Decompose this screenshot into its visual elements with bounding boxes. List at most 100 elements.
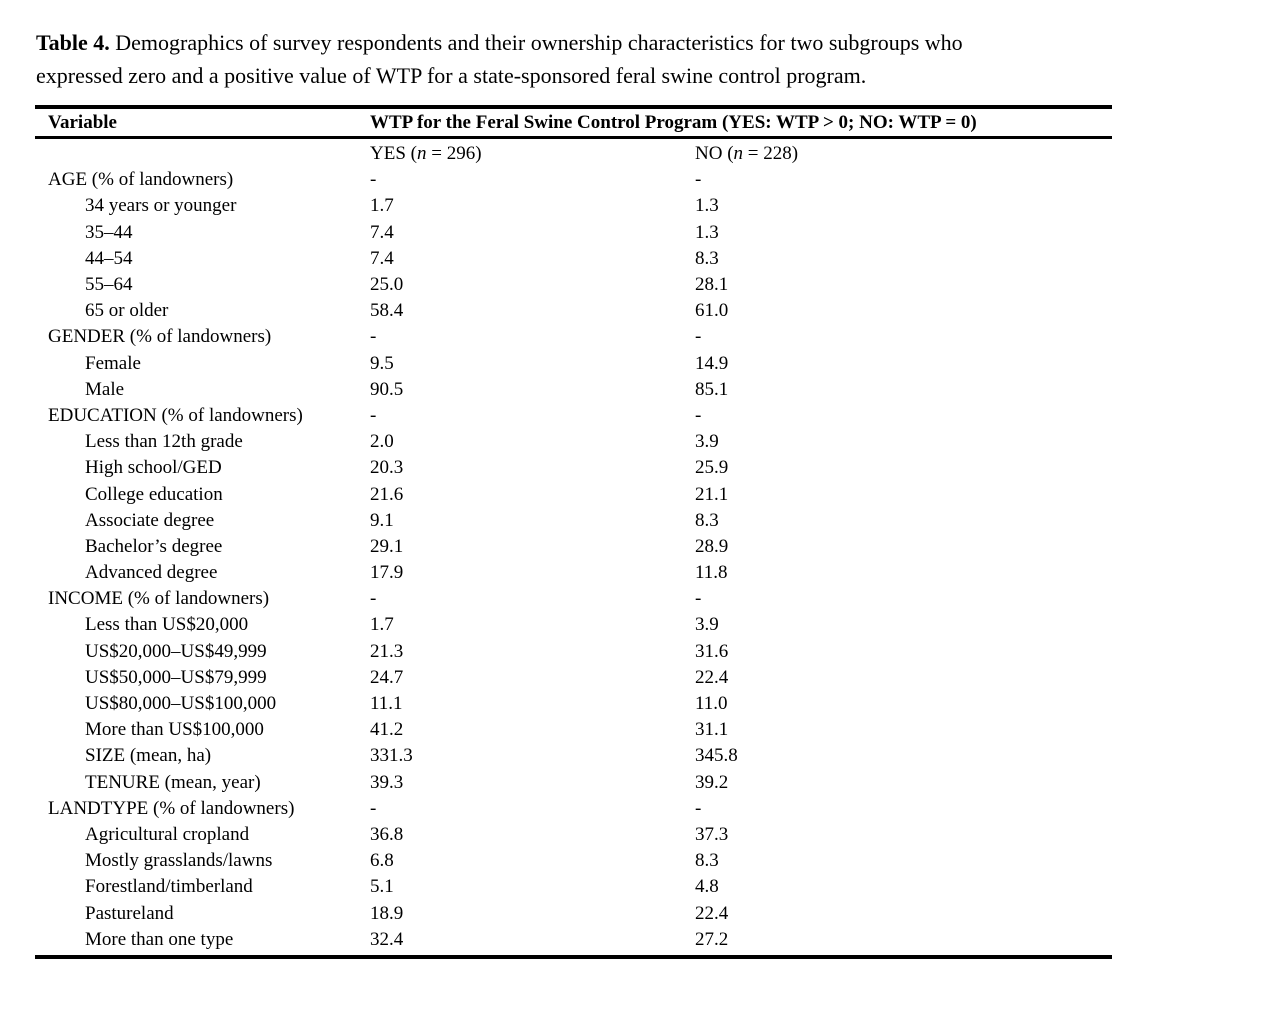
row-value-yes: 29.1 xyxy=(370,535,404,557)
row-label: 44–54 xyxy=(85,247,133,269)
row-value-no: 11.8 xyxy=(695,562,728,584)
row-label: SIZE (mean, ha) xyxy=(85,745,212,767)
column-subheader-yes: YES (n = 296) xyxy=(370,143,695,165)
row-label: Pastureland xyxy=(85,902,174,924)
table-body: AGE (% of landowners) - -34 years or young… xyxy=(35,167,1112,959)
row-value-no: 27.2 xyxy=(695,928,729,950)
row-label: 55–64 xyxy=(85,274,133,296)
yes-label-suffix: = 296) xyxy=(426,143,482,165)
row-value-no: 25.9 xyxy=(695,457,729,479)
table-row: Less than US$20,000 1.7 3.9 xyxy=(35,612,1112,638)
row-value-no: 61.0 xyxy=(695,300,729,322)
column-header-variable: Variable xyxy=(48,111,117,133)
row-value-yes: 20.3 xyxy=(370,457,404,479)
row-label: 65 or older xyxy=(85,300,169,322)
row-value-yes: 11.1 xyxy=(370,693,403,715)
table-row: Mostly grasslands/lawns 6.8 8.3 xyxy=(35,848,1112,874)
row-label: TENURE (mean, year) xyxy=(85,771,261,793)
row-value-no: 4.8 xyxy=(695,876,719,898)
table-row: More than US$100,000 41.2 31.1 xyxy=(35,717,1112,743)
row-value-no: 345.8 xyxy=(695,745,738,767)
table-caption-line2: expressed zero and a positive value of W… xyxy=(36,63,867,88)
row-value-yes: 17.9 xyxy=(370,562,404,584)
row-value-yes: 25.0 xyxy=(370,274,404,296)
row-value-yes: - xyxy=(370,326,377,348)
row-value-yes: 6.8 xyxy=(370,850,394,872)
row-label: Associate degree xyxy=(85,509,215,531)
row-value-yes: 24.7 xyxy=(370,666,404,688)
row-value-yes: 39.3 xyxy=(370,771,404,793)
row-label: Less than US$20,000 xyxy=(85,614,249,636)
row-label: Less than 12th grade xyxy=(85,431,243,453)
row-label: 34 years or younger xyxy=(85,195,237,217)
table-row: College education 21.6 21.1 xyxy=(35,481,1112,507)
row-value-no: - xyxy=(695,404,702,426)
row-value-yes: 7.4 xyxy=(370,247,394,269)
row-value-yes: 1.7 xyxy=(370,614,394,636)
table-caption-line1: Demographics of survey respondents and t… xyxy=(115,30,963,55)
row-value-no: - xyxy=(695,797,702,819)
row-value-no: 37.3 xyxy=(695,823,729,845)
table-row: 34 years or younger 1.7 1.3 xyxy=(35,193,1112,219)
table-row: INCOME (% of landowners) - - xyxy=(35,586,1112,612)
table-row: Bachelor’s degree 29.1 28.9 xyxy=(35,534,1112,560)
row-value-no: 28.9 xyxy=(695,535,729,557)
row-value-yes: 58.4 xyxy=(370,300,404,322)
row-value-no: - xyxy=(695,326,702,348)
table-row: 55–64 25.0 28.1 xyxy=(35,272,1112,298)
row-value-yes: 2.0 xyxy=(370,431,394,453)
row-label: LANDTYPE (% of landowners) xyxy=(48,797,295,819)
row-value-yes: 18.9 xyxy=(370,902,404,924)
row-value-no: 22.4 xyxy=(695,902,729,924)
row-value-no: 31.1 xyxy=(695,719,729,741)
table-row: High school/GED 20.3 25.9 xyxy=(35,455,1112,481)
table-row: LANDTYPE (% of landowners) - - xyxy=(35,796,1112,822)
table-row: Male 90.5 85.1 xyxy=(35,377,1112,403)
table-row: US$80,000–US$100,000 11.1 11.0 xyxy=(35,691,1112,717)
row-value-no: - xyxy=(695,169,702,191)
row-value-no: 21.1 xyxy=(695,483,729,505)
paper-page: Table 4. Demographics of survey responde… xyxy=(0,26,1272,1021)
row-value-yes: 9.1 xyxy=(370,509,394,531)
row-value-no: 85.1 xyxy=(695,378,729,400)
row-value-yes: 21.3 xyxy=(370,640,404,662)
row-value-yes: 331.3 xyxy=(370,745,413,767)
row-value-yes: 7.4 xyxy=(370,221,394,243)
row-value-no: 1.3 xyxy=(695,221,719,243)
row-value-no: 28.1 xyxy=(695,274,729,296)
row-value-yes: 36.8 xyxy=(370,823,404,845)
table-row: Less than 12th grade 2.0 3.9 xyxy=(35,429,1112,455)
row-value-no: 22.4 xyxy=(695,666,729,688)
row-label: Bachelor’s degree xyxy=(85,535,223,557)
row-value-no: 31.6 xyxy=(695,640,729,662)
row-label: Female xyxy=(85,352,141,374)
row-label: GENDER (% of landowners) xyxy=(48,326,272,348)
table-caption: Table 4. Demographics of survey responde… xyxy=(36,26,1246,92)
table-row: Female 9.5 14.9 xyxy=(35,351,1112,377)
row-label: Male xyxy=(85,378,125,400)
row-value-yes: - xyxy=(370,588,377,610)
table-row: 35–44 7.4 1.3 xyxy=(35,220,1112,246)
row-label: Advanced degree xyxy=(85,562,218,584)
row-value-no: - xyxy=(695,588,702,610)
row-value-no: 8.3 xyxy=(695,247,719,269)
row-label: More than one type xyxy=(85,928,234,950)
no-label-suffix: = 228) xyxy=(743,143,799,165)
row-value-yes: 90.5 xyxy=(370,378,404,400)
row-label: AGE (% of landowners) xyxy=(48,169,234,191)
row-label: INCOME (% of landowners) xyxy=(48,588,270,610)
table-subheader-row: YES (n = 296) NO (n = 228) xyxy=(35,141,1112,167)
row-label: US$80,000–US$100,000 xyxy=(85,693,277,715)
row-value-no: 14.9 xyxy=(695,352,729,374)
column-header-wtp-group: WTP for the Feral Swine Control Program … xyxy=(370,111,977,133)
row-label: Agricultural cropland xyxy=(85,823,250,845)
row-value-yes: 21.6 xyxy=(370,483,404,505)
row-value-yes: - xyxy=(370,169,377,191)
table-row: US$20,000–US$49,999 21.3 31.6 xyxy=(35,639,1112,665)
yes-label-prefix: YES ( xyxy=(370,143,417,165)
table-row: More than one type 32.4 27.2 xyxy=(35,927,1112,953)
row-value-no: 8.3 xyxy=(695,509,719,531)
no-n-symbol: n xyxy=(733,143,744,165)
row-label: 35–44 xyxy=(85,221,133,243)
row-label: More than US$100,000 xyxy=(85,719,264,741)
